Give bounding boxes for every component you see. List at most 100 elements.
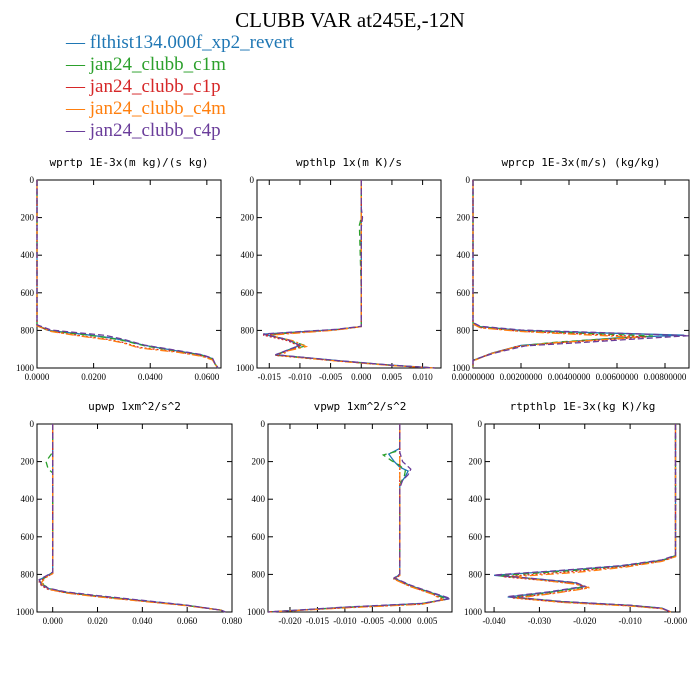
x-tick-label: 0.0000 xyxy=(25,372,50,382)
panel-title: wprtp 1E-3x(m kg)/(s kg) xyxy=(50,156,209,169)
series-line-5 xyxy=(38,424,226,613)
x-tick-label: 0.00400000 xyxy=(548,372,591,382)
y-tick-label: 200 xyxy=(21,457,35,467)
y-tick-label: 600 xyxy=(252,532,266,542)
x-tick-label: 0.000 xyxy=(351,372,372,382)
series-line-3 xyxy=(503,424,677,613)
panel-frame xyxy=(267,423,453,613)
legend-label: jan24_clubb_c1m xyxy=(89,54,226,75)
legend-entry-3: — jan24_clubb_c1p xyxy=(66,76,221,98)
x-tick-label: -0.030 xyxy=(528,616,552,626)
series-line-4 xyxy=(40,424,226,613)
series-line-5 xyxy=(267,424,451,613)
series-line-1 xyxy=(494,424,677,613)
y-tick-label: 400 xyxy=(252,494,266,504)
y-tick-label: 600 xyxy=(21,288,35,298)
x-tick-label: -0.020 xyxy=(278,616,302,626)
series-line-2 xyxy=(498,424,677,613)
series-line-4 xyxy=(36,180,219,369)
y-tick-label: 0 xyxy=(478,419,483,429)
legend-label: jan24_clubb_c4m xyxy=(89,98,226,119)
x-tick-label: -0.015 xyxy=(258,372,282,382)
series-line-2 xyxy=(267,424,449,613)
legend-dash: — xyxy=(66,98,90,119)
legend-dash: — xyxy=(66,54,90,75)
y-tick-label: 200 xyxy=(457,213,471,223)
series-line-1 xyxy=(472,180,685,368)
legend-label: jan24_clubb_c1p xyxy=(89,76,221,97)
x-tick-label: 0.0400 xyxy=(138,372,163,382)
legend-dash: — xyxy=(66,32,90,53)
y-tick-label: 800 xyxy=(21,325,35,335)
panel-title: upwp 1xm^2/s^2 xyxy=(88,400,181,413)
y-tick-label: 0 xyxy=(30,419,35,429)
y-tick-label: 800 xyxy=(469,569,483,579)
x-tick-label: -0.010 xyxy=(618,616,642,626)
y-tick-label: 400 xyxy=(469,494,483,504)
y-tick-label: 200 xyxy=(252,457,266,467)
legend-entry-4: — jan24_clubb_c4m xyxy=(66,98,226,120)
y-tick-label: 0 xyxy=(30,175,35,185)
x-tick-label: 0.005 xyxy=(382,372,403,382)
figure-title: CLUBB VAR at245E,-12N xyxy=(235,8,465,32)
panel-frame xyxy=(36,423,233,613)
y-tick-label: 400 xyxy=(21,494,35,504)
x-tick-label: 0.00200000 xyxy=(500,372,543,382)
y-tick-label: 600 xyxy=(469,532,483,542)
y-tick-label: 0 xyxy=(250,175,255,185)
x-tick-label: 0.000 xyxy=(43,616,64,626)
legend-dash: — xyxy=(66,76,90,97)
y-tick-label: 1000 xyxy=(236,363,255,373)
x-tick-label: -0.005 xyxy=(319,372,343,382)
legend-entry-1: — flthist134.000f_xp2_revert xyxy=(66,32,294,54)
y-tick-label: 200 xyxy=(21,213,35,223)
y-tick-label: 600 xyxy=(241,288,255,298)
series-line-3 xyxy=(267,424,446,613)
x-tick-label: 0.0600 xyxy=(194,372,219,382)
x-tick-label: 0.040 xyxy=(132,616,153,626)
y-tick-label: 1000 xyxy=(16,363,35,373)
y-tick-label: 800 xyxy=(457,325,471,335)
legend-entry-5: — jan24_clubb_c4p xyxy=(66,120,221,142)
y-tick-label: 0 xyxy=(466,175,471,185)
series-line-4 xyxy=(512,424,677,613)
y-tick-label: 800 xyxy=(252,569,266,579)
series-line-4 xyxy=(267,424,445,613)
x-tick-label: -0.000 xyxy=(388,616,412,626)
panel-frame xyxy=(256,179,442,369)
series-line-5 xyxy=(472,180,690,368)
y-tick-label: 200 xyxy=(469,457,483,467)
panel-title: wprcp 1E-3x(m/s) (kg/kg) xyxy=(502,156,661,169)
x-tick-label: 0.080 xyxy=(222,616,243,626)
x-tick-label: -0.010 xyxy=(333,616,357,626)
x-tick-label: -0.020 xyxy=(573,616,597,626)
series-line-1 xyxy=(267,424,450,613)
series-line-2 xyxy=(40,424,226,613)
x-tick-label: 0.00800000 xyxy=(644,372,687,382)
y-tick-label: 800 xyxy=(241,325,255,335)
panel-frame xyxy=(484,423,681,613)
y-tick-label: 1000 xyxy=(16,607,35,617)
x-tick-label: 0.010 xyxy=(412,372,433,382)
x-tick-label: 0.00000000 xyxy=(452,372,495,382)
y-tick-label: 400 xyxy=(21,250,35,260)
legend-label: flthist134.000f_xp2_revert xyxy=(89,32,294,53)
y-tick-label: 1000 xyxy=(452,363,471,373)
legend-label: jan24_clubb_c4p xyxy=(89,120,221,141)
x-tick-label: 0.020 xyxy=(87,616,108,626)
x-tick-label: -0.015 xyxy=(306,616,330,626)
x-tick-label: -0.040 xyxy=(482,616,506,626)
series-line-1 xyxy=(38,424,226,613)
legend-entry-2: — jan24_clubb_c1m xyxy=(66,54,226,76)
y-tick-label: 600 xyxy=(21,532,35,542)
y-tick-label: 1000 xyxy=(464,607,483,617)
x-tick-label: 0.0200 xyxy=(81,372,106,382)
x-tick-label: -0.005 xyxy=(361,616,385,626)
panel-frame xyxy=(36,179,222,369)
series-line-5 xyxy=(262,180,435,369)
series-line-2 xyxy=(472,180,654,368)
legend-dash: — xyxy=(66,120,90,141)
y-tick-label: 200 xyxy=(241,213,255,223)
y-tick-label: 400 xyxy=(457,250,471,260)
x-tick-label: 0.005 xyxy=(417,616,438,626)
